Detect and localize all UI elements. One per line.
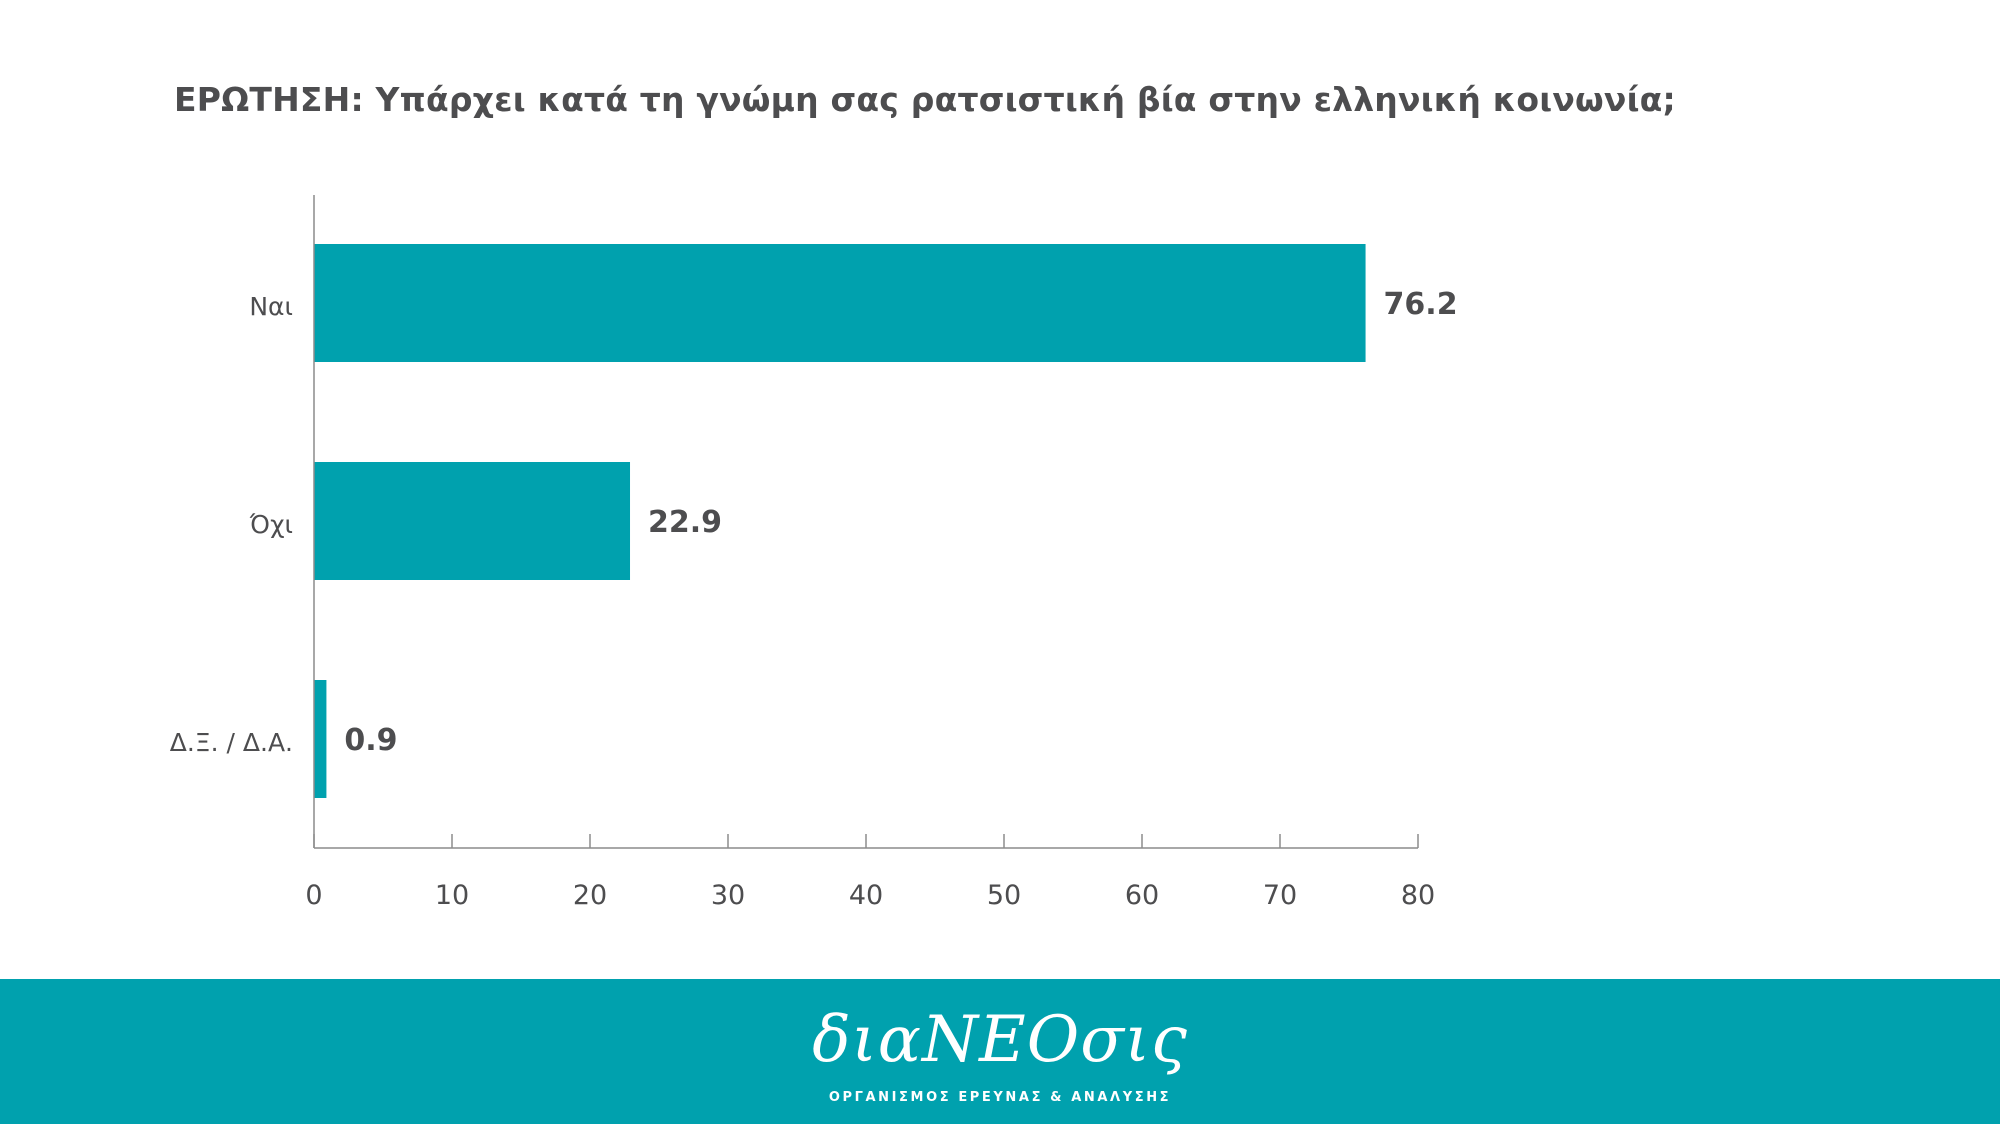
x-tick-label: 10	[435, 880, 469, 911]
category-label: Ναι	[249, 292, 293, 321]
x-tick-label: 30	[711, 880, 745, 911]
category-label: Όχι	[249, 510, 293, 539]
data-label: 76.2	[1384, 287, 1458, 322]
x-tick-label: 20	[573, 880, 607, 911]
organization-tagline: ΟΡΓΑΝΙΣΜΟΣ ΕΡΕΥΝΑΣ & ΑΝΑΛΥΣΗΣ	[828, 1090, 1172, 1105]
data-label: 22.9	[648, 505, 722, 540]
question-title: ΕΡΩΤΗΣΗ: Υπάρχει κατά τη γνώμη σας ρατσι…	[174, 80, 1676, 119]
dianeosis-logo: διαΝΕΟσις	[812, 1003, 1188, 1077]
bar	[314, 680, 327, 798]
x-tick-label: 50	[987, 880, 1021, 911]
x-tick-label: 40	[849, 880, 883, 911]
x-tick-label: 0	[305, 880, 322, 911]
footer-bar	[0, 979, 2000, 1124]
data-label: 0.9	[344, 723, 397, 758]
x-tick-label: 60	[1125, 880, 1159, 911]
bar-chart: Ναι 76.2 Όχι 22.9 Δ.Ξ. / Δ.Α. 0.9 0 10 20 30 40 50 6…	[170, 195, 1458, 911]
x-tick-label: 80	[1401, 880, 1435, 911]
category-label: Δ.Ξ. / Δ.Α.	[170, 728, 293, 757]
bar	[314, 462, 631, 580]
x-tick-label: 70	[1263, 880, 1297, 911]
bar	[314, 244, 1366, 362]
